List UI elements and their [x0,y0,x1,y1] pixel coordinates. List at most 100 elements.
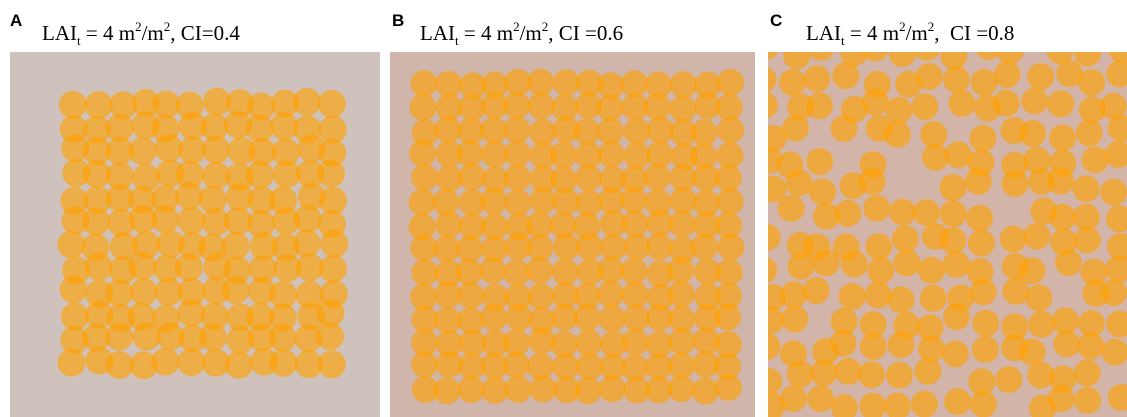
leaf [505,376,532,403]
leaf [940,200,967,227]
leaf [1002,278,1029,305]
leaf [550,142,577,169]
leaf [972,336,999,363]
leaf [411,259,438,286]
leaf [1074,360,1101,387]
leaf [480,188,507,215]
leaf [105,279,133,307]
leaf [599,375,626,402]
leaf [670,187,697,214]
leaf [755,368,782,395]
leaf [892,225,919,252]
leaf [786,169,813,196]
leaf [806,148,833,175]
title-part: = 4 m [459,21,513,45]
leaf [831,115,858,142]
leaf [1078,69,1105,96]
leaf [893,249,920,276]
leaf [456,140,483,167]
leaf [911,93,938,120]
leaf [504,140,531,167]
leaf [597,281,624,308]
leaf [888,331,915,358]
leaf [809,178,836,205]
leaf [717,117,744,144]
leaf [670,71,697,98]
leaf [456,259,483,286]
leaf [753,333,780,360]
leaf [293,229,321,257]
leaf [57,231,85,259]
title-part: , CI =0.6 [548,21,623,45]
leaf [918,335,945,362]
leaf [1082,146,1109,173]
leaf [865,233,892,260]
leaf [130,278,158,306]
leaf [1074,40,1101,67]
leaf [803,277,830,304]
leaf [806,92,833,119]
leaf [411,351,438,378]
leaf [1024,223,1051,250]
leaf [968,230,995,257]
leaf [503,116,530,143]
leaf [293,88,321,116]
leaf [940,43,967,70]
leaf [480,304,507,331]
leaf [911,391,938,417]
leaf [644,93,671,120]
leaf [830,330,857,357]
title-part: LAI [806,21,841,45]
leaf [692,378,719,405]
leaf [504,164,531,191]
leaf [479,257,506,284]
leaf [133,323,161,351]
leaf [949,90,976,117]
leaf [175,254,203,282]
leaf [600,234,627,261]
leaf [782,115,809,142]
leaf [889,199,916,226]
leaf [1047,90,1074,117]
leaf [458,376,485,403]
title-part: /m [520,21,542,45]
leaf [832,62,859,89]
leaf [316,322,344,350]
leaf [480,117,507,144]
leaf [716,259,743,286]
leaf [597,94,624,121]
leaf [411,164,438,191]
leaf [668,281,695,308]
title-part: /m [906,21,928,45]
leaf [787,361,814,388]
leaf [576,233,603,260]
leaf [994,61,1021,88]
leaf [1055,249,1082,276]
leaf [552,353,579,380]
leaf [409,189,436,216]
leaf [715,374,742,401]
leaf [1100,179,1127,206]
leaf [624,118,651,145]
leaf [575,165,602,192]
leaf [177,348,205,376]
leaf [669,211,696,238]
leaf [753,33,780,60]
leaf [58,349,86,377]
leaf [1073,175,1100,202]
leaf [787,253,814,280]
leaf [916,63,943,90]
leaf [503,351,530,378]
leaf [691,119,718,146]
leaf [294,205,322,233]
leaf [621,70,648,97]
leaf [503,259,530,286]
leaf [914,358,941,385]
leaf [754,224,781,251]
panel-letter: A [10,11,22,30]
leaf [128,252,156,280]
leaf [717,234,744,261]
leaf [222,276,250,304]
panel-title: LAIt = 4 m2/m2, CI =0.6 [420,19,623,48]
leaf [177,299,205,327]
